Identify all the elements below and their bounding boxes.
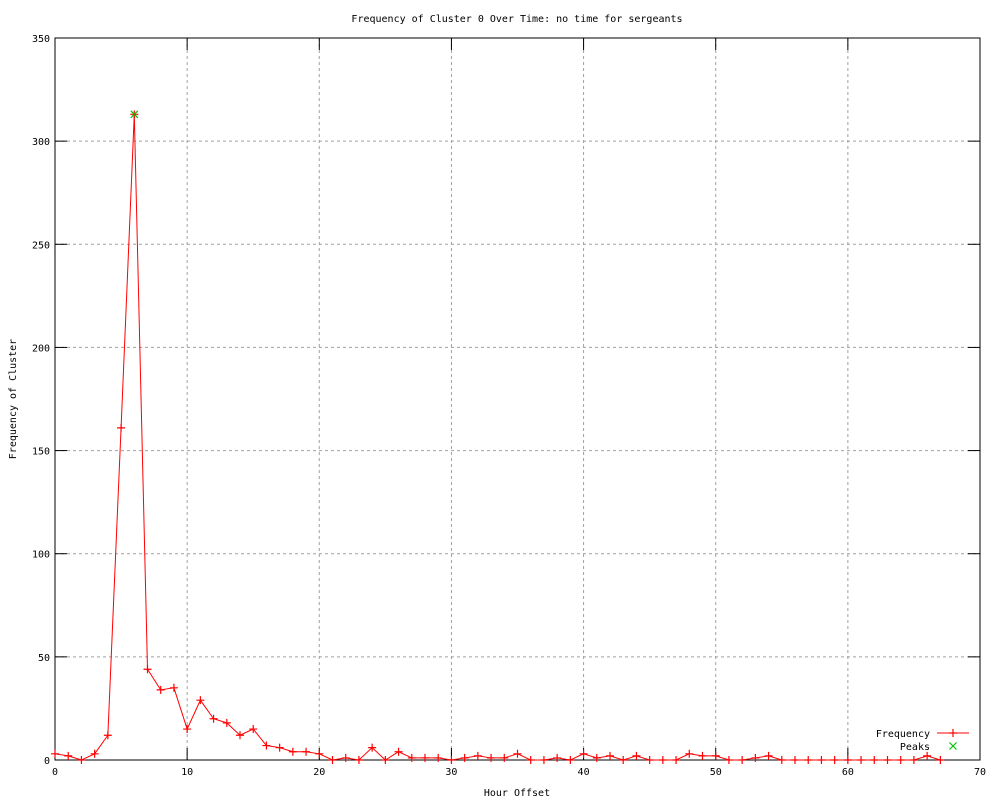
frequency-point	[619, 756, 628, 764]
frequency-point	[791, 756, 799, 764]
x-tick-label: 60	[842, 767, 854, 778]
frequency-point	[751, 753, 760, 762]
frequency-point	[447, 756, 456, 764]
legend-marker-peaks	[949, 742, 957, 750]
chart-title: Frequency of Cluster 0 Over Time: no tim…	[351, 14, 682, 25]
frequency-point	[64, 751, 73, 760]
frequency-point	[896, 756, 905, 764]
plot-border	[54, 37, 981, 761]
frequency-point	[592, 753, 601, 762]
frequency-point	[843, 756, 852, 764]
frequency-point	[553, 753, 562, 762]
x-tick-label: 70	[974, 767, 986, 778]
frequency-point	[262, 741, 271, 750]
frequency-point	[672, 756, 681, 764]
frequency-point	[354, 756, 363, 764]
x-tick-label: 20	[313, 767, 325, 778]
frequency-point	[236, 731, 244, 740]
axes: 0 10 20 30 40 50 60 70 0 50 100 150 200 250 300 350	[32, 34, 986, 778]
frequency-point	[51, 749, 59, 758]
frequency-point	[857, 756, 866, 764]
y-tick-label: 250	[32, 240, 50, 251]
frequency-point	[169, 683, 178, 692]
frequency-point	[738, 756, 747, 764]
y-tick-label: 200	[32, 343, 50, 354]
frequency-point	[460, 753, 469, 762]
frequency-point	[804, 756, 813, 764]
legend-label-frequency: Frequency	[876, 729, 930, 740]
frequency-point	[500, 753, 509, 762]
x-tick-label: 40	[578, 767, 590, 778]
frequency-point	[143, 665, 152, 674]
frequency-point	[526, 756, 535, 764]
frequency-point	[645, 756, 654, 764]
frequency-point	[156, 685, 165, 694]
frequency-point	[658, 756, 667, 764]
y-tick-label: 300	[32, 137, 50, 148]
x-tick-label: 30	[445, 767, 457, 778]
frequency-point	[196, 696, 205, 705]
frequency-point	[434, 753, 443, 762]
x-tick-label: 50	[710, 767, 722, 778]
legend-label-peaks: Peaks	[900, 742, 930, 753]
frequency-point	[381, 756, 390, 764]
frequency-point	[473, 751, 482, 760]
frequency-point	[249, 725, 258, 734]
frequency-point	[368, 743, 377, 752]
frequency-point	[923, 751, 932, 760]
series-layer	[51, 110, 945, 764]
frequency-point	[936, 756, 945, 764]
y-tick-label: 350	[32, 34, 50, 45]
frequency-line	[54, 114, 941, 761]
frequency-point	[817, 756, 826, 764]
frequency-point	[394, 747, 403, 756]
frequency-point	[487, 753, 496, 762]
frequency-point	[777, 756, 786, 764]
y-tick-label: 50	[38, 653, 50, 664]
peak-point	[130, 110, 139, 119]
y-tick-label: 150	[32, 447, 50, 458]
grid	[55, 38, 980, 760]
x-tick-label: 10	[181, 767, 193, 778]
frequency-point	[315, 749, 324, 758]
frequency-point	[183, 725, 192, 734]
y-tick-label: 100	[32, 550, 50, 561]
frequency-point	[539, 756, 548, 764]
x-axis-label: Hour Offset	[484, 788, 550, 799]
frequency-point	[90, 749, 99, 758]
frequency-point	[764, 751, 773, 760]
frequency-point	[711, 751, 720, 760]
x-tick-label: 0	[52, 767, 58, 778]
frequency-point	[830, 756, 839, 764]
frequency-point	[222, 718, 231, 727]
frequency-point	[870, 756, 879, 764]
frequency-point	[685, 749, 694, 758]
frequency-point	[407, 753, 416, 762]
legend: Frequency Peaks	[876, 729, 969, 753]
frequency-point	[566, 756, 575, 764]
frequency-point	[698, 751, 707, 760]
frequency-point	[632, 751, 641, 760]
frequency-point	[341, 753, 350, 762]
frequency-point	[883, 756, 892, 764]
frequency-point	[328, 756, 337, 764]
frequency-point	[513, 749, 522, 758]
frequency-point	[275, 743, 284, 752]
frequency-point	[77, 756, 86, 764]
frequency-point	[103, 731, 112, 740]
frequency-point	[288, 747, 297, 756]
legend-marker-frequency	[949, 729, 957, 737]
frequency-point	[421, 753, 429, 762]
frequency-point	[302, 747, 311, 756]
y-axis-label: Frequency of Cluster	[8, 339, 19, 459]
frequency-point	[724, 756, 733, 764]
frequency-point	[606, 751, 614, 760]
frequency-point	[909, 756, 918, 764]
frequency-point	[579, 749, 588, 758]
frequency-point	[209, 714, 218, 723]
frequency-point	[117, 423, 126, 432]
y-tick-label: 0	[44, 756, 50, 767]
